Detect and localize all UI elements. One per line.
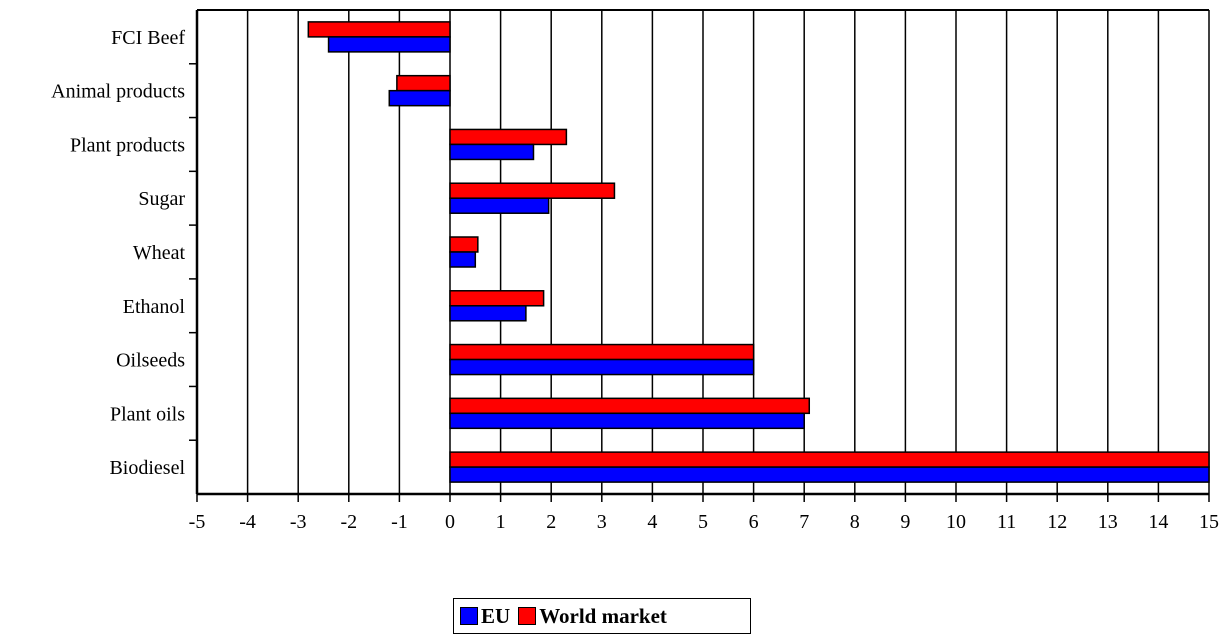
legend-item-eu: EU bbox=[460, 604, 510, 629]
category-label: Plant products bbox=[70, 134, 185, 156]
x-tick-label: 10 bbox=[946, 511, 966, 533]
legend-item-world-market: World market bbox=[518, 604, 667, 629]
legend-label-world-market: World market bbox=[539, 603, 667, 628]
x-tick-label: -1 bbox=[391, 511, 408, 533]
axes bbox=[189, 9, 1210, 502]
legend-swatch-eu bbox=[460, 607, 478, 625]
bar-eu bbox=[449, 305, 527, 322]
bar-eu bbox=[327, 36, 451, 53]
legend-label-eu: EU bbox=[481, 603, 511, 628]
bars bbox=[307, 21, 1210, 483]
bar-eu bbox=[449, 358, 755, 376]
x-tick-label: -4 bbox=[239, 511, 256, 533]
x-tick-label: 12 bbox=[1047, 511, 1067, 533]
x-tick-label: 14 bbox=[1148, 511, 1168, 533]
category-label: Sugar bbox=[138, 188, 185, 210]
bar-eu bbox=[449, 251, 477, 268]
category-label: Animal products bbox=[51, 81, 185, 103]
bar-world-market bbox=[449, 343, 755, 361]
category-label: Wheat bbox=[133, 242, 186, 264]
x-tick-label: 0 bbox=[445, 511, 455, 533]
category-label: Plant oils bbox=[110, 403, 185, 425]
bar-eu bbox=[449, 143, 535, 161]
category-label: Ethanol bbox=[123, 296, 186, 318]
category-label: FCI Beef bbox=[111, 27, 185, 49]
category-label: Biodiesel bbox=[109, 457, 185, 479]
x-tick-label: 8 bbox=[850, 511, 860, 533]
x-tick-label: -2 bbox=[340, 511, 357, 533]
x-tick-label: 3 bbox=[597, 511, 607, 533]
x-tick-label: 4 bbox=[647, 511, 657, 533]
x-tick-label: -5 bbox=[189, 511, 206, 533]
bar-world-market bbox=[449, 290, 545, 307]
legend: EU World market bbox=[453, 598, 751, 634]
x-tick-label: 2 bbox=[546, 511, 556, 533]
bar-world-market bbox=[307, 21, 451, 38]
x-tick-label: 15 bbox=[1199, 511, 1219, 533]
bar-world-market bbox=[449, 128, 568, 146]
x-tick-label: -3 bbox=[290, 511, 307, 533]
x-tick-label: 6 bbox=[749, 511, 759, 533]
bar-eu bbox=[449, 197, 550, 214]
bar-eu bbox=[388, 89, 451, 107]
x-tick-label: 7 bbox=[799, 511, 809, 533]
bar-eu bbox=[449, 466, 1210, 483]
category-label: Oilseeds bbox=[116, 350, 185, 372]
legend-swatch-world-market bbox=[518, 607, 537, 625]
bar-world-market bbox=[449, 451, 1210, 468]
x-tick-label: 13 bbox=[1098, 511, 1118, 533]
x-tick-label: 5 bbox=[698, 511, 708, 533]
x-tick-label: 11 bbox=[997, 511, 1016, 533]
bar-eu bbox=[449, 412, 805, 430]
bar-world-market bbox=[449, 397, 811, 415]
x-tick-label: 1 bbox=[496, 511, 506, 533]
bar-world-market bbox=[449, 182, 616, 199]
bar-world-market bbox=[449, 236, 479, 253]
bar-world-market bbox=[396, 74, 451, 92]
x-tick-label: 9 bbox=[900, 511, 910, 533]
